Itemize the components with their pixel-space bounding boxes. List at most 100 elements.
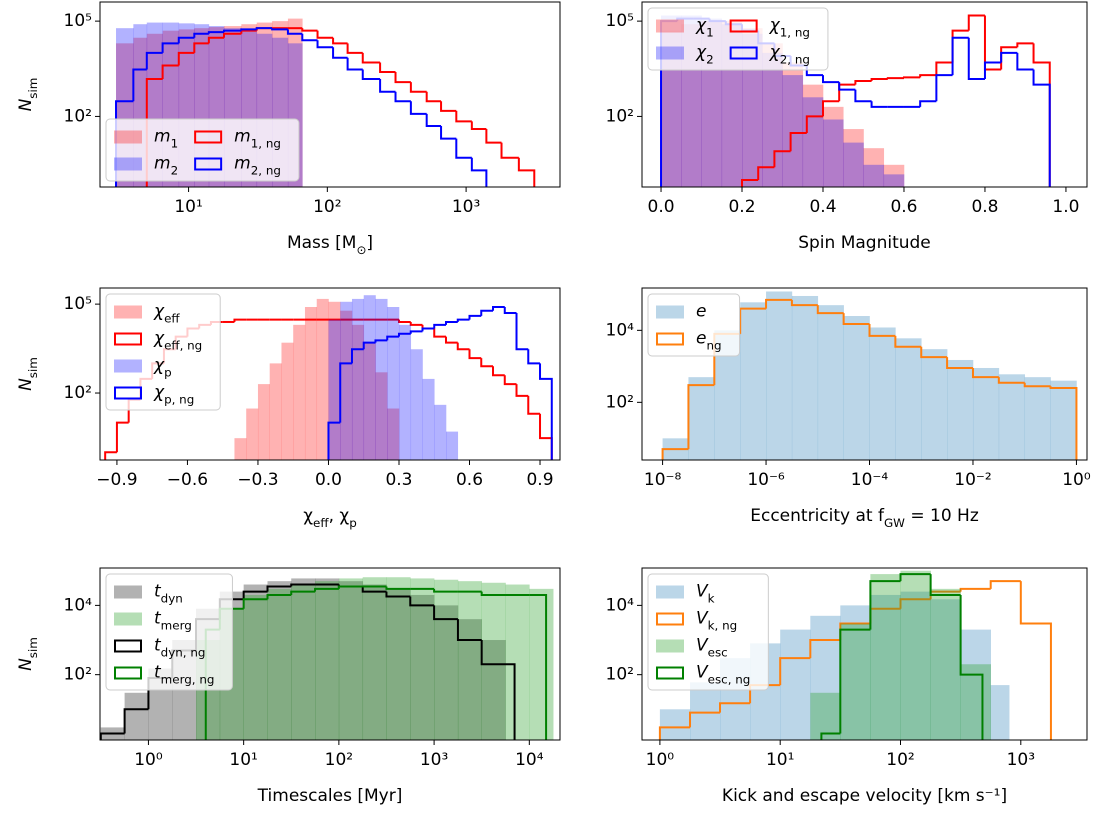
hist-bar — [895, 338, 922, 460]
hist-bar — [434, 404, 447, 460]
legend-item: eng — [656, 329, 722, 352]
x-tick-label: 0.9 — [526, 470, 553, 490]
x-tick-label: 10¹ — [229, 750, 257, 770]
text-part: m — [234, 154, 251, 174]
hist-step — [951, 36, 969, 76]
text-part: χ — [153, 383, 165, 403]
text-part: χ — [153, 329, 165, 349]
hist-bar — [291, 578, 316, 740]
hist-bar — [316, 298, 329, 460]
hist-bar — [688, 377, 715, 460]
hist-step — [316, 30, 334, 39]
hist-step — [816, 305, 844, 315]
hist-step — [456, 619, 482, 642]
x-tick-label: −0.9 — [96, 470, 137, 490]
x-tick-label: 0.6 — [456, 470, 483, 490]
hist-bar — [338, 578, 364, 740]
text-part: V — [696, 636, 709, 656]
text-part: V — [696, 609, 709, 629]
hist-bar — [340, 310, 353, 460]
legend-box — [105, 118, 300, 182]
legend-label: χeff, ng — [153, 329, 202, 353]
hist-step — [397, 319, 411, 323]
hist-step — [350, 348, 364, 364]
legend-label: Vesc — [696, 636, 728, 660]
legend-swatch — [194, 157, 223, 171]
hist-step — [946, 357, 973, 369]
legend-item: Vesc — [656, 636, 728, 660]
hist-step — [929, 574, 961, 596]
hist-step — [515, 384, 529, 397]
hist-step — [409, 101, 427, 115]
legend-label: tmerg, ng — [154, 663, 214, 687]
x-axis-label: Kick and escape velocity [km s⁻¹] — [722, 786, 1007, 806]
hist-step — [959, 587, 991, 592]
hist-step — [433, 605, 458, 621]
hist-step — [290, 583, 316, 587]
hist-bar — [246, 408, 259, 460]
hist-step — [362, 341, 376, 350]
hist-step — [240, 28, 257, 31]
legend-swatch — [194, 130, 223, 144]
hist-bar — [410, 578, 435, 740]
legend-item: χ1, ng — [729, 16, 810, 39]
hist-step — [515, 313, 529, 351]
hist-step — [433, 588, 458, 593]
x-tick-label: 10⁻⁸ — [644, 470, 682, 490]
legend-item: χp, ng — [114, 383, 194, 406]
hist-step — [527, 349, 541, 365]
legend-box — [647, 573, 769, 691]
y-tick-label: 10² — [606, 392, 634, 412]
hist-bar — [269, 363, 282, 460]
text-part: Timescales [Myr] — [257, 786, 403, 806]
hist-bar — [410, 349, 423, 460]
subscript: 1 — [706, 25, 714, 39]
hist-bar — [267, 588, 292, 740]
x-axis-label: Spin Magnitude — [798, 233, 931, 253]
legend-swatch — [656, 639, 684, 653]
hist-bar — [505, 584, 530, 740]
hist-step — [115, 421, 129, 453]
legend-box — [647, 293, 741, 357]
subscript: p — [349, 516, 357, 530]
hist-step — [346, 57, 363, 71]
legend-label: m1 — [154, 127, 178, 151]
subscript: p — [164, 365, 172, 379]
hist-step — [266, 593, 292, 600]
hist-bar — [870, 574, 901, 740]
legend-item: tdyn, ng — [114, 636, 205, 659]
legend-item: tdyn — [114, 582, 183, 605]
hist-step — [790, 299, 818, 307]
text-part: N — [16, 98, 36, 111]
hist-bar — [304, 306, 318, 460]
legend-item: m1 — [114, 127, 178, 151]
hist-bar — [351, 324, 365, 460]
hist-step — [207, 36, 224, 44]
legend-label: Vesc, ng — [696, 663, 750, 687]
subscript: merg, ng — [161, 672, 215, 686]
hist-bar — [883, 164, 905, 187]
legend-item: tmerg — [114, 609, 192, 632]
text-part: Eccentricity at f — [750, 506, 885, 526]
y-tick-label: 10⁴ — [64, 595, 93, 615]
hist-step — [539, 363, 553, 460]
text-part: m — [154, 127, 171, 147]
hist-bar — [481, 582, 506, 740]
hist-step — [161, 42, 179, 53]
hist-step — [332, 47, 348, 59]
hist-bar — [843, 316, 870, 460]
text-part: Kick and escape velocity [km s⁻¹] — [722, 786, 1007, 806]
hist-step — [492, 366, 505, 377]
y-tick-label: 10⁵ — [64, 11, 92, 31]
hist-step — [470, 121, 487, 131]
subscript: sim — [26, 357, 40, 378]
subscript: 1, ng — [780, 25, 810, 39]
legend-item: χ1 — [656, 16, 714, 39]
x-tick-label: 10³ — [452, 197, 480, 217]
text-part: N — [16, 378, 36, 391]
y-axis-label: Nsim — [16, 357, 40, 391]
subscript: sim — [26, 637, 40, 658]
axes-frame — [99, 567, 561, 741]
legend-box — [105, 573, 233, 691]
x-tick-label: 10⁰ — [646, 750, 675, 770]
